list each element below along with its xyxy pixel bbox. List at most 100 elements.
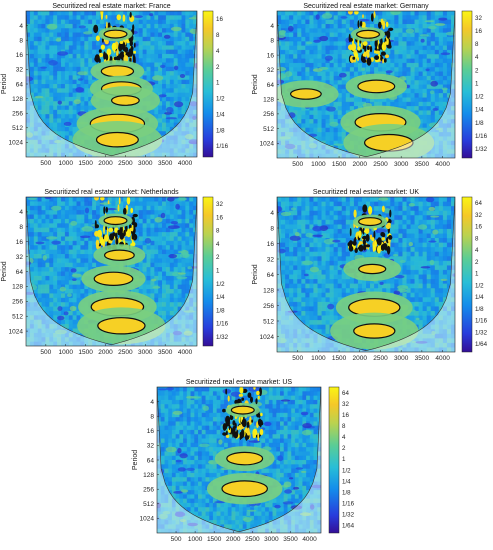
cone-of-influence — [277, 197, 455, 352]
colorbar-tick-label: 16 — [216, 214, 223, 221]
significance-contour — [97, 317, 146, 335]
y-tick-label: 256 — [143, 487, 154, 494]
significance-contour — [230, 405, 255, 415]
power-field — [26, 197, 197, 346]
panel-title: Securitized real estate market: France — [52, 3, 170, 10]
significance-contour — [103, 249, 135, 261]
wavelet-panel: Securitized real estate market: UK 500 100… — [252, 189, 488, 362]
colorbar-tick-label: 1 — [475, 80, 479, 87]
colorbar-tick-label: 8 — [216, 32, 220, 39]
colorbar-tick-label: 4 — [216, 241, 220, 248]
y-tick-label: 128 — [263, 97, 274, 104]
x-tick-label: 2000 — [353, 355, 368, 362]
x-tick-label: 1000 — [188, 536, 203, 543]
colorbar-tick-label: 1/2 — [342, 467, 351, 474]
colorbar-tick-label: 1/16 — [216, 143, 229, 150]
significance-contour — [100, 65, 135, 78]
y-tick-label: 128 — [12, 284, 23, 291]
x-tick-label: 1500 — [78, 160, 93, 167]
colorbar-tick-label: 4 — [216, 48, 220, 55]
cone-of-influence — [26, 11, 197, 157]
y-tick-label: 32 — [267, 67, 275, 74]
significance-contour — [290, 88, 322, 100]
colorbar-tick-label: 1/32 — [216, 334, 229, 341]
y-tick-label: 512 — [263, 318, 274, 325]
colorbar-tick-label: 1/8 — [216, 307, 225, 314]
colorbar-tick-label: 8 — [342, 423, 346, 430]
cone-of-influence — [157, 387, 321, 533]
significance-contour — [226, 451, 264, 466]
x-tick-label: 2000 — [98, 160, 113, 167]
y-axis-label: Period — [1, 74, 8, 94]
colorbar — [202, 196, 214, 347]
colorbar — [328, 386, 340, 534]
y-tick-label: 512 — [263, 126, 274, 133]
significance-contour — [353, 323, 396, 339]
panel-title: Securitized real estate market: UK — [313, 189, 420, 196]
colorbar-tick-label: 1/16 — [475, 133, 488, 140]
x-tick-label: 2500 — [373, 355, 388, 362]
significance-contour — [103, 29, 128, 39]
x-tick-label: 3500 — [415, 355, 430, 362]
significance-contour — [357, 79, 396, 94]
x-tick-label: 1500 — [207, 536, 222, 543]
colorbar-tick-label: 1/8 — [475, 306, 484, 313]
panel-title: Securitized real estate market: Netherla… — [44, 189, 179, 196]
colorbar-tick-label: 8 — [475, 235, 479, 242]
colorbar-tick-label: 1/4 — [342, 478, 351, 485]
power-field — [277, 197, 455, 352]
x-tick-label: 2000 — [226, 536, 241, 543]
colorbar-tick-label: 32 — [475, 212, 482, 219]
cone-of-influence — [26, 197, 197, 346]
x-tick-label: 3000 — [138, 160, 153, 167]
power-field — [26, 11, 197, 157]
significance-contour — [221, 480, 269, 498]
power-field — [157, 387, 321, 533]
colorbar-tick-label: 16 — [475, 28, 482, 35]
colorbar-tick-label: 1/4 — [216, 111, 225, 118]
colorbar-tick-label: 1/2 — [216, 96, 225, 103]
x-tick-label: 4000 — [302, 536, 317, 543]
y-tick-label: 256 — [263, 303, 274, 310]
y-tick-label: 32 — [16, 67, 24, 74]
y-tick-label: 1024 — [9, 140, 24, 147]
y-axis-label: Period — [252, 74, 259, 94]
y-tick-label: 4 — [19, 209, 23, 216]
colorbar-tick-label: 1/4 — [216, 294, 225, 301]
y-tick-label: 256 — [12, 111, 23, 118]
x-tick-label: 1500 — [78, 349, 93, 356]
y-axis-label: Period — [252, 264, 259, 284]
y-tick-label: 64 — [16, 81, 24, 88]
colorbar-tick-label: 4 — [475, 54, 479, 61]
x-tick-label: 4000 — [435, 161, 450, 168]
colorbar-tick-label: 1/16 — [342, 500, 355, 507]
power-field — [277, 11, 455, 158]
colorbar-tick-label: 2 — [216, 254, 220, 261]
wavelet-panel: Securitized real estate market: Netherla… — [1, 189, 229, 356]
x-tick-label: 1000 — [59, 349, 74, 356]
x-tick-label: 500 — [171, 536, 182, 543]
colorbar-tick-label: 32 — [216, 201, 223, 208]
y-tick-label: 4 — [19, 23, 23, 30]
colorbar-tick-label: 1/2 — [475, 282, 484, 289]
y-tick-label: 1024 — [260, 334, 275, 341]
x-tick-label: 500 — [40, 160, 51, 167]
x-tick-label: 3000 — [394, 355, 409, 362]
y-tick-label: 8 — [19, 224, 23, 231]
colorbar-tick-label: 64 — [475, 200, 482, 207]
colorbar-tick-label: 64 — [342, 390, 349, 397]
colorbar-tick-label: 1/4 — [475, 107, 484, 114]
x-tick-label: 1000 — [59, 160, 74, 167]
y-tick-label: 512 — [12, 314, 23, 321]
y-tick-label: 64 — [147, 457, 155, 464]
x-tick-label: 3500 — [158, 160, 173, 167]
x-tick-label: 1000 — [311, 161, 326, 168]
y-tick-label: 512 — [12, 125, 23, 132]
y-tick-label: 32 — [147, 443, 155, 450]
colorbar-tick-label: 1/2 — [475, 94, 484, 101]
colorbar-tick-label: 4 — [342, 434, 346, 441]
x-tick-label: 2500 — [373, 161, 388, 168]
colorbar-tick-label: 1/2 — [216, 281, 225, 288]
colorbar-tick-label: 32 — [475, 15, 482, 22]
y-tick-label: 64 — [267, 272, 275, 279]
